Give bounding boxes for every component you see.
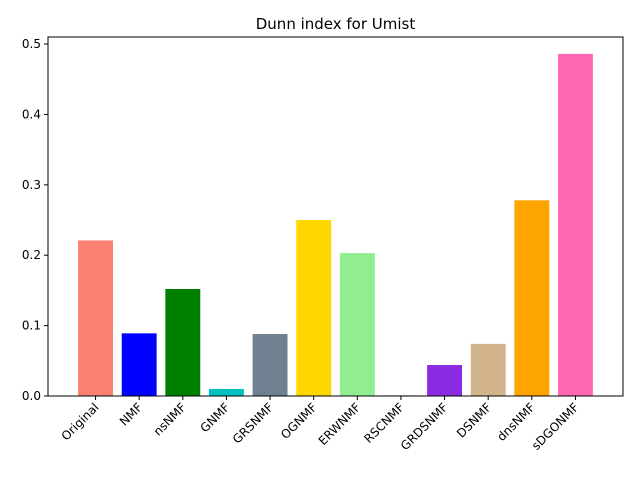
bar-ognmf — [296, 220, 332, 396]
bar-original — [78, 240, 113, 396]
y-tick-label: 0.4 — [22, 107, 41, 121]
y-tick-label: 0.3 — [22, 178, 41, 192]
plot-frame — [47, 36, 624, 397]
bar-dnsnmf — [514, 200, 550, 396]
bar-nmf — [121, 333, 157, 396]
x-tick-label: DSNMF — [454, 400, 494, 440]
x-tick-label: GRSNMF — [230, 400, 276, 446]
bar-sdgonmf — [558, 53, 593, 396]
x-tick-label: Original — [59, 400, 102, 443]
bar-grsnmf — [252, 334, 288, 396]
bar-nsnmf — [165, 289, 201, 396]
chart-title: Dunn index for Umist — [256, 15, 416, 33]
bar-grdsnmf — [427, 365, 463, 396]
y-axis: 0.0 0.1 0.2 0.3 0.4 0.5 — [22, 37, 48, 403]
x-tick-label: dnsNMF — [494, 400, 538, 444]
x-tick-label: NMF — [117, 400, 146, 429]
x-tick-label: nsNMF — [151, 400, 189, 438]
x-tick-label: ERWNMF — [316, 400, 364, 448]
y-tick-label: 0.0 — [22, 389, 41, 403]
bar-erwnmf — [339, 253, 375, 396]
y-tick-label: 0.1 — [22, 319, 41, 333]
y-tick-label: 0.2 — [22, 248, 41, 262]
bar-gnmf — [208, 388, 244, 396]
y-tick-label: 0.5 — [22, 37, 41, 51]
bar-dsnmf — [470, 343, 506, 396]
x-tick-label: GNMF — [198, 400, 233, 435]
x-tick-label: GRDSNMF — [398, 400, 451, 453]
bars-group — [78, 53, 593, 396]
x-tick-label: RSCNMF — [361, 400, 407, 446]
x-tick-label: OGNMF — [278, 400, 320, 442]
x-tick-label: sDGONMF — [529, 400, 582, 453]
